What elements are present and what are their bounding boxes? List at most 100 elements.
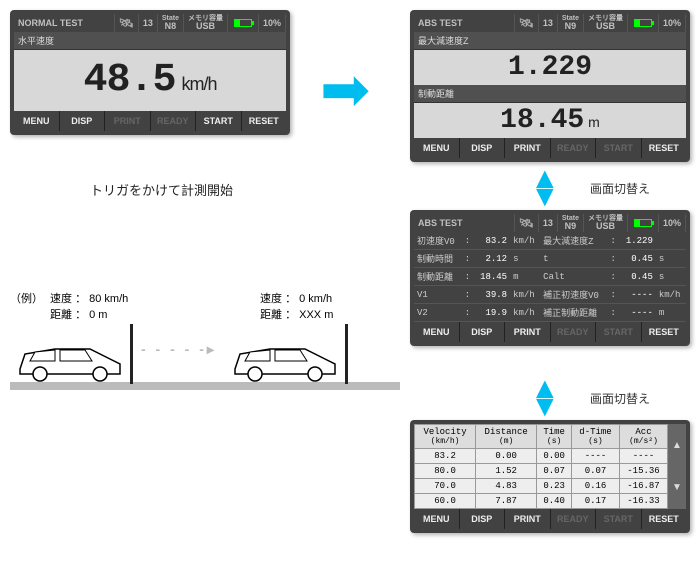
mode-title: ABS TEST — [414, 14, 515, 32]
reset-button[interactable]: RESET — [642, 138, 687, 158]
table-cell: 4.83 — [476, 479, 537, 494]
print-button[interactable]: PRINT — [505, 138, 551, 158]
table-wrap: Velocity(km/h)Distance(m)Time(s)d-Time(s… — [414, 424, 668, 509]
reset-button[interactable]: RESET — [242, 111, 287, 131]
mode-title: ABS TEST — [414, 214, 515, 232]
detail-label: 初速度V0 — [414, 232, 462, 250]
ready-button[interactable]: READY — [551, 509, 597, 529]
print-button[interactable]: PRINT — [505, 322, 551, 342]
detail-value: 1.229 — [620, 232, 656, 250]
detail-table: 初速度V0:83.2km/h最大減速度Z:1.229制動時間:2.12st:0.… — [414, 232, 686, 322]
battery-percent: 10% — [259, 14, 286, 32]
table-cell: 80.0 — [415, 464, 476, 479]
table-cell: ---- — [572, 449, 620, 464]
detail-label: V1 — [414, 286, 462, 304]
table-cell: 0.07 — [572, 464, 620, 479]
table-cell: 1.52 — [476, 464, 537, 479]
decel-header: 最大減速度Z — [414, 32, 686, 50]
detail-label: Calt — [540, 268, 607, 286]
table-cell: -15.36 — [619, 464, 667, 479]
ready-button[interactable]: READY — [551, 322, 597, 342]
disp-button[interactable]: DISP — [460, 322, 506, 342]
satellite-status: 🛰 — [515, 214, 539, 232]
print-button[interactable]: PRINT — [505, 509, 551, 529]
disp-button[interactable]: DISP — [60, 111, 106, 131]
table-cell: 83.2 — [415, 449, 476, 464]
arrow-updown-icon: ▲▼ — [530, 170, 560, 206]
detail-value: ---- — [620, 286, 656, 304]
reset-button[interactable]: RESET — [642, 509, 687, 529]
device-data-table: Velocity(km/h)Distance(m)Time(s)d-Time(s… — [410, 420, 690, 533]
print-button[interactable]: PRINT — [105, 111, 151, 131]
button-row: MENU DISP PRINT READY START RESET — [414, 509, 686, 529]
scroll-down-button[interactable]: ▼ — [668, 467, 686, 510]
disp-button[interactable]: DISP — [460, 509, 506, 529]
speed-value: 48.5km/h — [14, 50, 286, 111]
main-screen: 水平速度 48.5km/h — [14, 32, 286, 111]
start-button[interactable]: START — [196, 111, 242, 131]
start-button[interactable]: START — [596, 138, 642, 158]
state-cell: State N9 — [558, 214, 584, 232]
start-button[interactable]: START — [596, 509, 642, 529]
table-cell: 0.07 — [537, 464, 572, 479]
wall-icon — [130, 324, 133, 384]
detail-grid: 初速度V0:83.2km/h最大減速度Z:1.229制動時間:2.12st:0.… — [414, 232, 686, 322]
satellite-count: 13 — [539, 214, 558, 232]
table-cell: 60.0 — [415, 494, 476, 509]
battery-icon — [234, 19, 252, 27]
table-row: 60.07.870.400.17-16.33 — [415, 494, 668, 509]
status-bar: ABS TEST 🛰 13 State N9 メモリ容量 USB 10% — [414, 14, 686, 32]
device-normal-test: NORMAL TEST 🛰 13 State N8 メモリ容量 USB 10% … — [10, 10, 290, 135]
ready-button[interactable]: READY — [151, 111, 197, 131]
reset-button[interactable]: RESET — [642, 322, 687, 342]
column-header: Distance(m) — [476, 425, 537, 449]
button-row: MENU DISP PRINT READY START RESET — [414, 138, 686, 158]
table-cell: 70.0 — [415, 479, 476, 494]
memory-cell: メモリ容量 USB — [184, 14, 228, 32]
menu-button[interactable]: MENU — [414, 322, 460, 342]
value-header: 水平速度 — [14, 32, 286, 50]
wall-icon — [345, 324, 348, 384]
table-cell: 0.00 — [476, 449, 537, 464]
battery-icon — [634, 19, 652, 27]
ready-button[interactable]: READY — [551, 138, 597, 158]
table-cell: -16.87 — [619, 479, 667, 494]
table-row: 70.04.830.230.16-16.87 — [415, 479, 668, 494]
state-cell: State N8 — [158, 14, 184, 32]
battery-cell — [628, 14, 659, 32]
menu-button[interactable]: MENU — [414, 509, 460, 529]
menu-button[interactable]: MENU — [14, 111, 60, 131]
detail-label: 最大減速度Z — [540, 232, 607, 250]
column-header: Acc(m/s²) — [619, 425, 667, 449]
scroll-wrap: ▲ ▼ — [668, 424, 686, 509]
satellite-status: 🛰 — [515, 14, 539, 32]
trigger-caption: トリガをかけて計測開始 — [90, 180, 233, 199]
detail-value: 2.12 — [474, 250, 510, 268]
memory-cell: メモリ容量 USB — [584, 14, 628, 32]
scroll-up-button[interactable]: ▲ — [668, 424, 686, 467]
detail-label: 制動距離 — [414, 268, 462, 286]
before-readings: 速度 ： 80 km/h 距離 ： 0 m — [50, 290, 200, 322]
table-cell: 0.16 — [572, 479, 620, 494]
satellite-status: 🛰 — [115, 14, 139, 32]
start-button[interactable]: START — [596, 322, 642, 342]
car-row: - - - - -▸ — [10, 324, 400, 384]
detail-label: 補正制動距離 — [540, 304, 607, 322]
satellite-icon: 🛰 — [519, 217, 534, 229]
detail-value: 83.2 — [474, 232, 510, 250]
button-row: MENU DISP PRINT READY START RESET — [14, 111, 286, 131]
battery-cell — [228, 14, 259, 32]
car-diagram: （例） 速度 ： 80 km/h 距離 ： 0 m 速度 ： 0 km/h 距離… — [10, 290, 400, 390]
satellite-count: 13 — [139, 14, 158, 32]
button-row: MENU DISP PRINT READY START RESET — [414, 322, 686, 342]
column-header: Velocity(km/h) — [415, 425, 476, 449]
column-header: d-Time(s) — [572, 425, 620, 449]
satellite-icon: 🛰 — [119, 17, 134, 29]
detail-label: 補正初速度V0 — [540, 286, 607, 304]
dashed-arrow-icon: - - - - -▸ — [141, 341, 217, 358]
menu-button[interactable]: MENU — [414, 138, 460, 158]
brakedist-header: 制動距離 — [414, 85, 686, 103]
table-row: 80.01.520.070.07-15.36 — [415, 464, 668, 479]
state-cell: State N9 — [558, 14, 584, 32]
disp-button[interactable]: DISP — [460, 138, 506, 158]
